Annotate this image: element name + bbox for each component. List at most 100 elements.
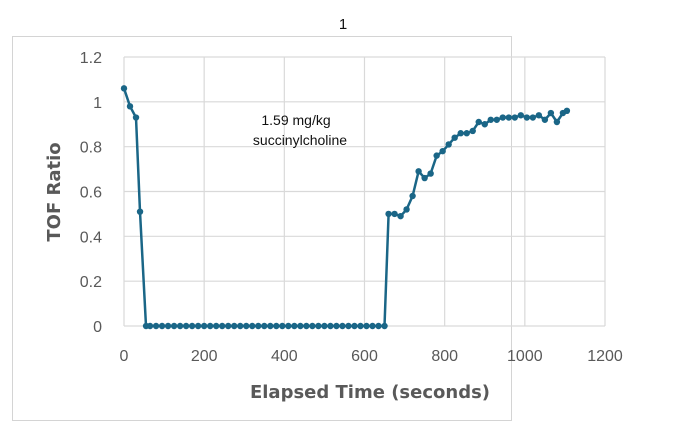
data-point xyxy=(212,322,220,330)
series-line xyxy=(122,88,568,328)
data-point xyxy=(487,116,494,123)
data-point xyxy=(279,322,286,330)
data-point xyxy=(563,107,571,115)
data-point xyxy=(303,322,310,330)
y-tick-label: 1.2 xyxy=(80,50,102,67)
data-point xyxy=(517,112,525,119)
data-point xyxy=(231,322,238,330)
x-axis-label: Elapsed Time (seconds) xyxy=(250,382,490,403)
data-point xyxy=(505,114,512,121)
data-point xyxy=(255,322,262,330)
data-point xyxy=(206,322,214,330)
x-tick-label: 0 xyxy=(120,348,129,365)
x-tick-label: 600 xyxy=(351,348,378,365)
data-point xyxy=(541,116,549,123)
x-tick-label: 1200 xyxy=(587,348,623,365)
data-point xyxy=(511,114,519,121)
y-tick-label: 0 xyxy=(93,319,102,336)
data-point xyxy=(219,322,226,330)
data-point xyxy=(409,192,416,200)
data-point xyxy=(351,322,358,330)
data-point xyxy=(427,170,434,177)
data-point xyxy=(553,118,561,126)
data-point xyxy=(291,322,298,330)
data-point xyxy=(397,212,404,220)
y-axis-label: TOF Ratio xyxy=(44,142,65,241)
data-point xyxy=(243,322,250,330)
data-point xyxy=(481,121,488,128)
data-point xyxy=(200,322,208,330)
data-point xyxy=(457,130,464,137)
data-point xyxy=(158,322,166,330)
x-tick-labels: 0 200 400 600 800 1000 1200 xyxy=(120,348,623,365)
data-point xyxy=(321,322,328,330)
data-point xyxy=(499,114,506,121)
data-point xyxy=(547,109,555,117)
data-point xyxy=(475,118,482,126)
y-tick-label: 0.2 xyxy=(80,274,102,291)
data-point xyxy=(433,152,440,159)
data-point xyxy=(182,322,190,330)
data-point xyxy=(194,322,202,330)
data-point xyxy=(451,134,458,141)
data-point xyxy=(391,210,398,218)
x-tick-label: 400 xyxy=(271,348,298,365)
data-point xyxy=(445,141,452,148)
data-point xyxy=(375,322,382,330)
gridlines xyxy=(123,56,606,327)
annotation-line1: 1.59 mg/kg xyxy=(261,112,330,128)
data-point xyxy=(403,206,410,213)
data-point xyxy=(385,210,392,218)
data-point xyxy=(152,322,160,330)
data-point xyxy=(237,322,244,330)
data-point xyxy=(535,112,543,119)
data-point xyxy=(333,322,340,330)
data-point xyxy=(146,322,154,330)
data-point xyxy=(363,322,370,330)
y-tick-label: 0.6 xyxy=(80,185,102,202)
chart-frame xyxy=(12,36,512,421)
y-tick-label: 0.8 xyxy=(80,140,102,157)
x-tick-label: 200 xyxy=(191,348,218,365)
page-title: 1 xyxy=(338,16,348,33)
data-point xyxy=(225,322,232,330)
data-point xyxy=(176,322,184,330)
data-point xyxy=(327,322,334,330)
x-tick-label: 800 xyxy=(431,348,458,365)
y-tick-label: 1 xyxy=(93,95,102,112)
data-point xyxy=(309,322,316,330)
data-point xyxy=(261,322,268,330)
data-series xyxy=(120,85,571,330)
data-point xyxy=(285,322,292,330)
data-point xyxy=(339,322,346,330)
data-point xyxy=(136,208,144,215)
data-point xyxy=(381,322,388,330)
data-point xyxy=(273,322,280,330)
data-point xyxy=(439,147,446,155)
data-point xyxy=(170,322,178,330)
data-point xyxy=(126,103,134,110)
data-point xyxy=(267,322,274,330)
data-point xyxy=(188,322,196,330)
data-point xyxy=(249,322,256,330)
data-point xyxy=(493,116,500,123)
data-point xyxy=(132,114,140,121)
data-point xyxy=(357,322,364,330)
data-point xyxy=(463,130,470,137)
data-point xyxy=(421,174,428,182)
data-point xyxy=(469,127,476,135)
data-point xyxy=(297,322,304,330)
x-tick-label: 1000 xyxy=(507,348,543,365)
data-point xyxy=(369,322,376,330)
data-point xyxy=(523,114,531,121)
data-point xyxy=(120,85,128,92)
data-point xyxy=(345,322,352,330)
y-tick-labels: 0 0.2 0.4 0.6 0.8 1 1.2 xyxy=(80,50,102,336)
data-point xyxy=(164,322,172,330)
data-point xyxy=(315,322,322,330)
data-point xyxy=(415,168,422,175)
y-tick-label: 0.4 xyxy=(80,229,102,246)
data-point xyxy=(529,114,537,121)
annotation-line2: succinylcholine xyxy=(253,132,347,148)
